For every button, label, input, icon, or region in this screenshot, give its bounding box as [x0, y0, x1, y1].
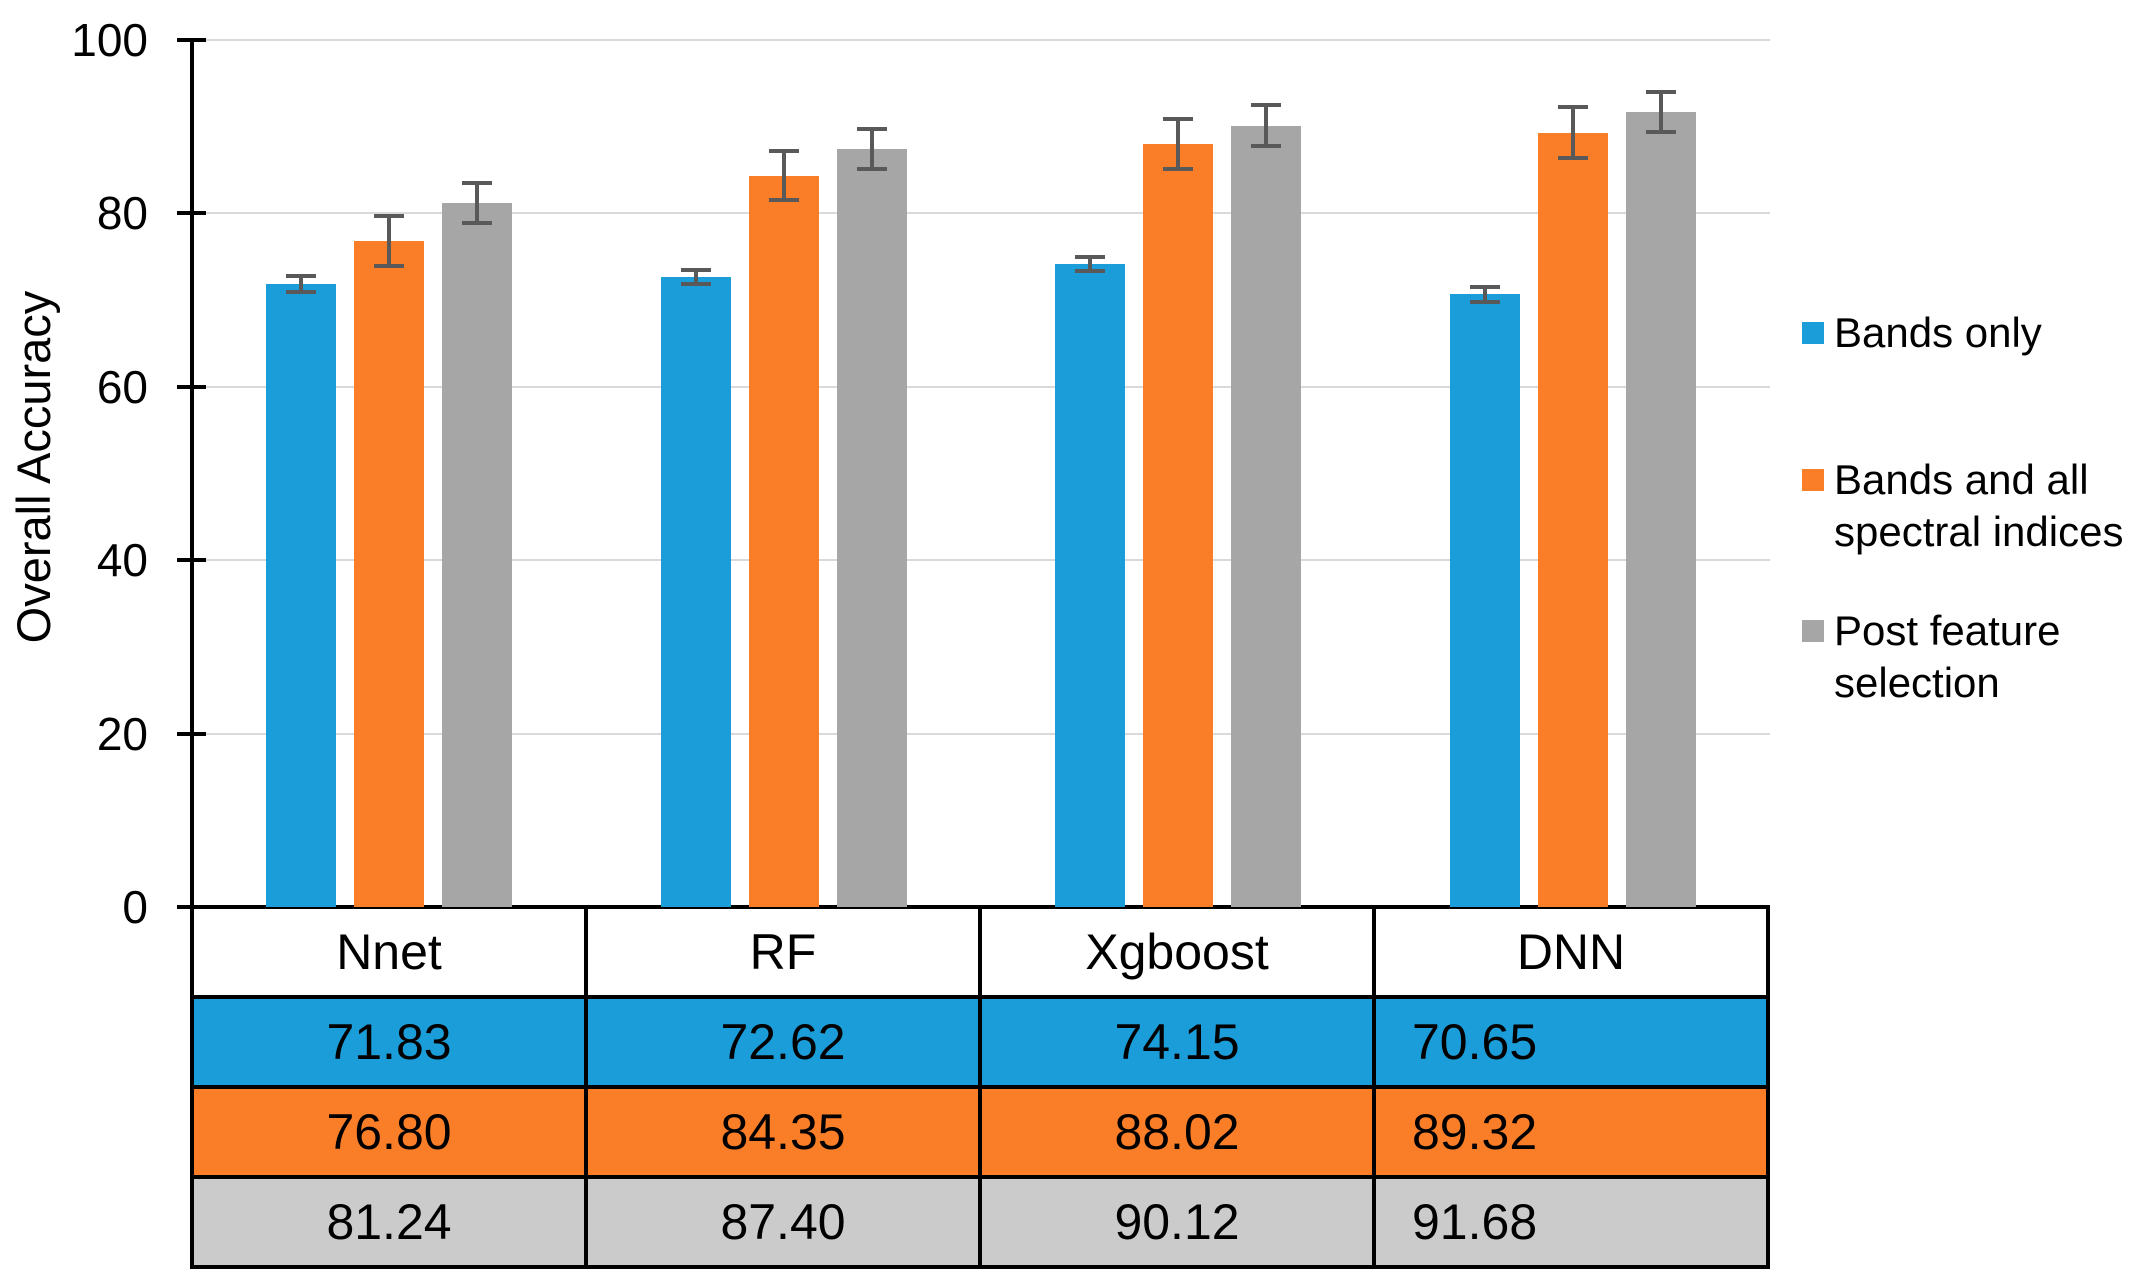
bar-rf-post-feature-selection	[837, 149, 907, 907]
legend-entry-bands-and-all-spectral-indices: Bands and all spectral indices	[1802, 454, 2140, 558]
table-row-post-feature-selection: 81.24 87.40 90.12 91.68	[190, 1175, 1770, 1269]
error-bar-cap-top	[1558, 105, 1588, 109]
error-bar-line	[1176, 119, 1180, 169]
gridline	[192, 559, 1770, 561]
legend-label-line: Bands only	[1834, 309, 2042, 356]
error-bar-line	[782, 151, 786, 200]
bar-dnn-bands-and-all-spectral-indices	[1538, 133, 1608, 907]
error-bar-cap-top	[769, 149, 799, 153]
y-tick-label: 0	[122, 881, 148, 933]
legend-label: Post feature selection	[1834, 605, 2060, 709]
table-cell: 84.35	[584, 1085, 982, 1179]
legend-label-line: Bands and all	[1834, 456, 2089, 503]
legend-swatch	[1802, 322, 1824, 344]
error-bar-line	[1483, 287, 1487, 302]
error-bar-cap-top	[857, 127, 887, 131]
error-bar-cap-bottom	[1075, 269, 1105, 273]
error-bar-line	[694, 270, 698, 284]
error-bar-line	[1264, 105, 1268, 146]
y-tick-label: 80	[96, 187, 148, 239]
table-row-bands-only: 71.83 72.62 74.15 70.65	[190, 995, 1770, 1089]
error-bar-line	[387, 216, 391, 266]
bar-nnet-bands-and-all-spectral-indices	[354, 241, 424, 907]
gridline	[192, 39, 1770, 41]
table-header-rf: RF	[584, 905, 982, 999]
error-bar-cap-top	[1163, 117, 1193, 121]
table-cell: 76.80	[190, 1085, 588, 1179]
bar-xgboost-bands-and-all-spectral-indices	[1143, 144, 1213, 907]
table-header-row: Nnet RF Xgboost DNN	[190, 905, 1770, 999]
bar-xgboost-post-feature-selection	[1231, 126, 1301, 907]
legend-label: Bands and all spectral indices	[1834, 454, 2123, 558]
error-bar-cap-bottom	[374, 264, 404, 268]
y-axis-title: Overall Accuracy	[7, 290, 60, 644]
table-cell: 87.40	[584, 1175, 982, 1269]
table-cell: 72.62	[584, 995, 982, 1089]
error-bar-line	[870, 129, 874, 169]
bar-dnn-post-feature-selection	[1626, 112, 1696, 907]
bar-rf-bands-only	[661, 277, 731, 907]
legend-label-line: selection	[1834, 659, 2000, 706]
bar-nnet-post-feature-selection	[442, 203, 512, 907]
legend-swatch	[1802, 469, 1824, 491]
error-bar-line	[299, 276, 303, 292]
bar-dnn-bands-only	[1450, 294, 1520, 907]
error-bar-cap-bottom	[1251, 144, 1281, 148]
error-bar-cap-bottom	[681, 282, 711, 286]
error-bar-cap-bottom	[1470, 300, 1500, 304]
table-cell: 81.24	[190, 1175, 588, 1269]
error-bar-cap-bottom	[1646, 130, 1676, 134]
error-bar-cap-bottom	[286, 290, 316, 294]
error-bar-line	[1571, 107, 1575, 158]
y-axis-line	[190, 38, 194, 915]
error-bar-cap-bottom	[462, 221, 492, 225]
y-tick-label: 60	[96, 361, 148, 413]
data-table: Nnet RF Xgboost DNN 71.83 72.62 74.15 70.65 76.8…	[190, 905, 1770, 1269]
table-cell: 91.68	[1372, 1175, 1770, 1269]
error-bar-line	[1659, 92, 1663, 132]
legend-label: Bands only	[1834, 307, 2042, 359]
y-tick-label: 20	[96, 708, 148, 760]
table-header-xgboost: Xgboost	[978, 905, 1376, 999]
error-bar-cap-top	[681, 268, 711, 272]
error-bar-cap-top	[1470, 285, 1500, 289]
error-bar-cap-bottom	[769, 198, 799, 202]
legend-swatch	[1802, 620, 1824, 642]
bar-xgboost-bands-only	[1055, 264, 1125, 907]
legend-entry-post-feature-selection: Post feature selection	[1802, 605, 2140, 709]
legend-label-line: Post feature	[1834, 607, 2061, 654]
gridline	[192, 386, 1770, 388]
error-bar-cap-bottom	[1163, 167, 1193, 171]
table-row-bands-and-all-spectral-indices: 76.80 84.35 88.02 89.32	[190, 1085, 1770, 1179]
table-header-nnet: Nnet	[190, 905, 588, 999]
y-tick-label: 100	[71, 14, 148, 66]
error-bar-cap-top	[374, 214, 404, 218]
table-cell: 88.02	[978, 1085, 1376, 1179]
error-bar-cap-bottom	[1558, 156, 1588, 160]
error-bar-cap-top	[1646, 90, 1676, 94]
table-header-dnn: DNN	[1372, 905, 1770, 999]
table-cell: 71.83	[190, 995, 588, 1089]
legend-label-line: spectral indices	[1834, 508, 2124, 555]
error-bar-line	[1088, 257, 1092, 271]
bar-rf-bands-and-all-spectral-indices	[749, 176, 819, 907]
table-cell: 90.12	[978, 1175, 1376, 1269]
table-cell: 74.15	[978, 995, 1376, 1089]
error-bar-line	[475, 183, 479, 223]
error-bar-cap-top	[1075, 255, 1105, 259]
legend-entry-bands-only: Bands only	[1802, 307, 2140, 359]
error-bar-cap-bottom	[857, 167, 887, 171]
y-tick-label: 40	[96, 534, 148, 586]
table-cell: 70.65	[1372, 995, 1770, 1089]
error-bar-cap-top	[1251, 103, 1281, 107]
error-bar-cap-top	[286, 274, 316, 278]
gridline	[192, 212, 1770, 214]
bar-nnet-bands-only	[266, 284, 336, 907]
table-cell: 89.32	[1372, 1085, 1770, 1179]
error-bar-cap-top	[462, 181, 492, 185]
gridline	[192, 733, 1770, 735]
